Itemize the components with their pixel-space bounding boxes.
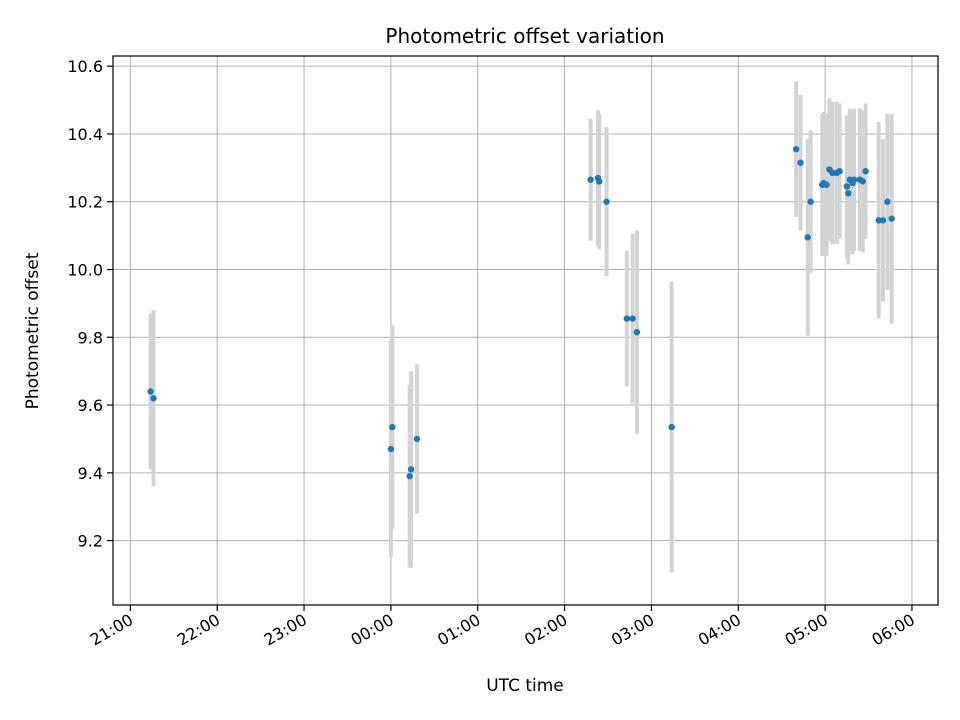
data-point [389,423,396,431]
data-point [843,183,851,190]
y-tick-label: 9.4 [78,464,103,483]
y-tick-label: 9.6 [78,396,103,415]
data-point [792,145,800,153]
data-point [859,178,866,185]
plot-frame [112,55,939,606]
data-point [413,435,421,443]
y-tick-label: 10.2 [67,193,103,212]
chart-title: Photometric offset variation [385,24,664,48]
data-point [884,198,891,205]
data-point [147,388,154,395]
data-point [587,176,594,183]
y-tick-label: 10.4 [67,125,103,144]
data-point [603,198,610,205]
data-point [850,176,858,183]
data-point [668,423,675,431]
y-tick-label: 9.2 [78,532,103,551]
data-point [407,466,415,473]
data-points [147,145,895,480]
data-point [623,315,631,322]
y-tick-label: 10.0 [67,261,103,280]
data-point [596,178,603,185]
data-point [387,445,395,453]
data-point [888,215,895,222]
data-point [807,198,814,205]
data-point [406,473,413,480]
y-axis-ticks: 9.2 9.4 9.6 9.8 10.0 10.2 10.4 10.6 [67,57,113,551]
data-point [823,181,830,188]
data-point [150,395,157,402]
data-point [836,168,843,175]
data-point [633,328,641,336]
data-point [797,159,804,166]
data-point [845,190,852,197]
data-point [862,168,869,175]
x-axis-label: UTC time [486,676,564,696]
plot-area [113,56,938,605]
data-point [879,217,887,224]
data-point [804,234,811,241]
y-axis-label: Photometric offset [23,252,43,409]
y-tick-label: 9.8 [78,328,103,347]
y-tick-label: 10.6 [67,57,103,76]
data-point [629,315,636,322]
